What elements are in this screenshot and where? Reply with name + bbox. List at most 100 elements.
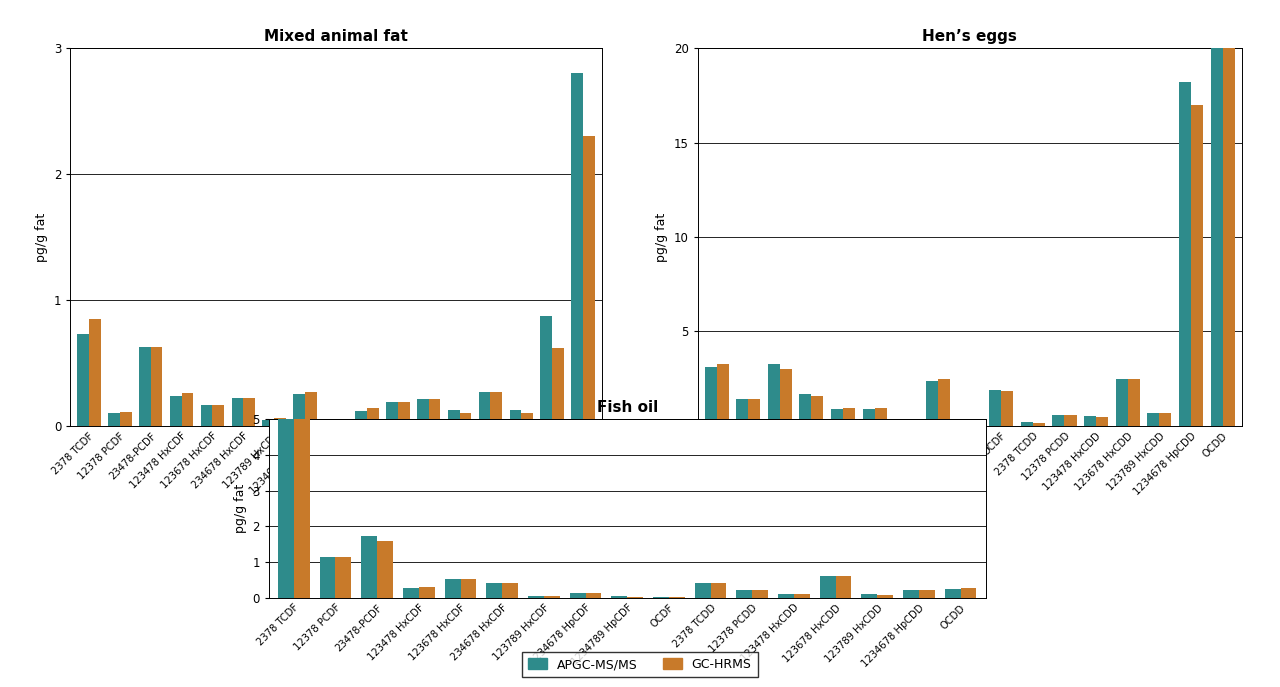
Bar xyxy=(812,396,823,426)
Bar xyxy=(212,405,224,426)
Bar xyxy=(925,381,938,426)
Bar xyxy=(419,587,435,598)
Bar xyxy=(398,402,410,426)
Bar xyxy=(552,348,564,426)
Title: Fish oil: Fish oil xyxy=(596,400,658,415)
Bar xyxy=(861,594,877,598)
Y-axis label: pg/g fat: pg/g fat xyxy=(234,484,247,533)
Bar xyxy=(182,393,193,426)
Bar xyxy=(1160,413,1171,426)
Bar xyxy=(653,597,669,598)
Bar xyxy=(957,420,970,426)
Bar xyxy=(704,368,717,426)
Bar xyxy=(502,583,518,598)
Bar xyxy=(479,392,490,426)
Bar xyxy=(243,398,255,426)
Bar xyxy=(417,399,429,426)
Bar xyxy=(151,346,163,426)
Bar xyxy=(904,590,919,598)
Bar xyxy=(1033,423,1044,426)
Bar xyxy=(1147,413,1160,426)
Bar xyxy=(768,363,780,426)
Bar xyxy=(108,414,120,426)
Bar xyxy=(278,418,294,598)
Bar xyxy=(945,589,960,598)
Bar xyxy=(448,409,460,426)
Bar xyxy=(1116,379,1128,426)
Bar xyxy=(585,593,602,598)
Bar xyxy=(486,583,502,598)
Bar xyxy=(753,590,768,598)
Bar xyxy=(1096,418,1108,426)
Bar xyxy=(819,576,836,598)
Bar xyxy=(570,594,585,598)
Bar xyxy=(403,587,419,598)
Bar xyxy=(736,590,753,598)
Bar xyxy=(120,412,132,426)
Bar xyxy=(201,405,212,426)
Bar xyxy=(1084,416,1096,426)
Bar xyxy=(877,595,893,598)
Bar xyxy=(717,363,728,426)
Legend: APGC-MS/MS, GC-HRMS: APGC-MS/MS, GC-HRMS xyxy=(522,652,758,677)
Y-axis label: pg/g fat: pg/g fat xyxy=(36,212,49,262)
Bar xyxy=(627,596,643,598)
Bar xyxy=(960,587,977,598)
Bar xyxy=(1052,414,1065,426)
Bar xyxy=(324,420,335,426)
Bar xyxy=(540,316,552,426)
Bar xyxy=(378,541,393,598)
Bar xyxy=(88,319,101,426)
Bar xyxy=(544,596,559,598)
Bar xyxy=(293,394,305,426)
Bar xyxy=(736,399,749,426)
Bar xyxy=(140,346,151,426)
Bar xyxy=(749,399,760,426)
Bar xyxy=(335,423,348,426)
Bar xyxy=(874,408,887,426)
Bar xyxy=(794,594,810,598)
Bar xyxy=(1211,48,1222,426)
Bar xyxy=(387,402,398,426)
Bar xyxy=(521,414,532,426)
Bar xyxy=(780,370,792,426)
Bar xyxy=(509,409,521,426)
Bar xyxy=(262,420,274,426)
Bar xyxy=(294,410,310,598)
Bar xyxy=(1222,48,1235,426)
Bar xyxy=(989,390,1001,426)
Bar xyxy=(800,394,812,426)
Bar xyxy=(831,409,844,426)
Bar xyxy=(919,590,934,598)
Bar xyxy=(77,334,88,426)
Bar xyxy=(863,409,874,426)
Bar xyxy=(836,576,851,598)
Bar xyxy=(490,392,502,426)
Bar xyxy=(695,583,710,598)
Bar xyxy=(529,596,544,598)
Bar xyxy=(367,408,379,426)
Bar xyxy=(461,579,476,598)
Bar xyxy=(320,556,335,598)
Bar xyxy=(844,408,855,426)
Bar xyxy=(361,537,378,598)
Bar xyxy=(669,597,685,598)
Bar xyxy=(1065,414,1076,426)
Bar xyxy=(232,398,243,426)
Y-axis label: pg/g fat: pg/g fat xyxy=(655,212,668,262)
Bar xyxy=(429,399,440,426)
Bar xyxy=(1001,391,1014,426)
Bar xyxy=(970,421,982,426)
Title: Hen’s eggs: Hen’s eggs xyxy=(922,29,1018,44)
Bar xyxy=(170,396,182,426)
Bar xyxy=(906,421,918,426)
Bar xyxy=(274,418,285,426)
Bar xyxy=(778,594,794,598)
Bar xyxy=(895,420,906,426)
Title: Mixed animal fat: Mixed animal fat xyxy=(264,29,408,44)
Bar xyxy=(612,596,627,598)
Bar xyxy=(335,556,351,598)
Bar xyxy=(938,379,950,426)
Bar xyxy=(584,136,595,426)
Bar xyxy=(571,74,584,426)
